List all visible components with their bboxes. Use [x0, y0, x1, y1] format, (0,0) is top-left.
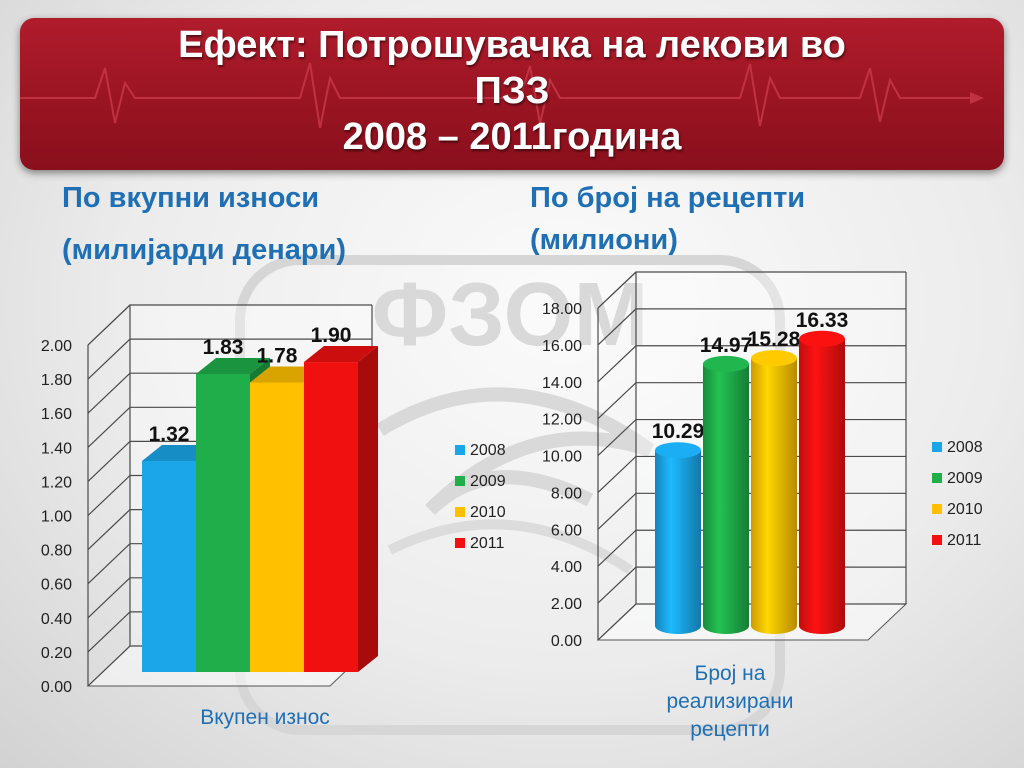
y-tick-label: 0.80 — [41, 543, 72, 560]
right-axis-title: Број на реализирани рецепти — [620, 660, 840, 744]
bar-2010 — [250, 382, 304, 672]
y-tick-label: 1.80 — [41, 372, 72, 389]
bar-top — [751, 350, 797, 367]
right-axis-title-line-2: реализирани — [666, 690, 794, 713]
legend-label: 2011 — [470, 535, 505, 552]
wall-edge — [597, 271, 637, 309]
data-label: 1.90 — [311, 324, 352, 347]
legend-swatch-2009 — [932, 473, 942, 483]
y-tick-label: 14.00 — [542, 375, 582, 392]
legend-swatch-2010 — [455, 507, 465, 517]
bar-top — [799, 330, 845, 347]
bar-top — [703, 355, 749, 372]
legend-swatch-2008 — [932, 442, 942, 452]
legend-swatch-2011 — [932, 535, 942, 545]
title-banner: Ефект: Потрошувачка на лекови во ПЗЗ 200… — [20, 18, 1004, 170]
y-tick-label: 0.60 — [41, 577, 72, 594]
legend-swatch-2010 — [932, 504, 942, 514]
bar-2009 — [196, 373, 250, 672]
y-tick-label: 0.00 — [41, 679, 72, 696]
y-tick-label: 1.20 — [41, 474, 72, 491]
legend-label: 2010 — [947, 501, 983, 518]
bar-2009 — [703, 363, 749, 634]
y-tick-label: 2.00 — [41, 338, 72, 355]
left-heading-line-2: (милијарди денари) — [62, 234, 347, 266]
y-tick-label: 4.00 — [551, 559, 582, 576]
legend-label: 2009 — [470, 473, 506, 490]
data-label: 1.78 — [257, 345, 298, 368]
y-tick-label: 1.60 — [41, 406, 72, 423]
legend-label: 2008 — [470, 442, 506, 459]
data-label: 1.83 — [203, 336, 244, 359]
data-label: 15.28 — [748, 328, 801, 351]
legend-label: 2008 — [947, 439, 983, 456]
y-tick-label: 0.00 — [551, 633, 582, 650]
data-label: 1.32 — [149, 423, 190, 446]
legend-label: 2011 — [947, 532, 982, 549]
y-tick-label: 0.20 — [41, 645, 72, 662]
bar-top — [655, 442, 701, 459]
bar-2011 — [799, 338, 845, 634]
legend-swatch-2008 — [455, 445, 465, 455]
chart-1: 0.00 0.20 0.40 0.60 0.80 1.00 1.20 1.40 1.60 1.80… — [41, 304, 506, 696]
data-label: 14.97 — [700, 334, 753, 357]
title-line-2: ПЗЗ — [474, 70, 550, 112]
legend-swatch-2009 — [455, 476, 465, 486]
legend-label: 2009 — [947, 470, 983, 487]
y-tick-label: 12.00 — [542, 412, 582, 429]
bar-2010 — [751, 358, 797, 634]
heartbeat-line-icon — [20, 62, 984, 129]
title-line-1: Ефект: Потрошувачка на лекови во — [178, 24, 846, 66]
y-tick-label: 10.00 — [542, 449, 582, 466]
y-tick-label: 16.00 — [542, 338, 582, 355]
bar-top — [196, 357, 270, 374]
left-axis-title: Вкупен износ — [200, 706, 330, 729]
y-tick-label: 1.40 — [41, 440, 72, 457]
y-tick-label: 6.00 — [551, 522, 582, 539]
y-tick-label: 2.00 — [551, 596, 582, 613]
data-label: 10.29 — [652, 420, 705, 443]
bar-2008 — [655, 450, 701, 634]
wall-edge — [87, 304, 131, 346]
y-tick-label: 18.00 — [542, 301, 582, 318]
bar-2011 — [304, 362, 358, 672]
y-tick-label: 0.40 — [41, 611, 72, 628]
title-line-3: 2008 – 2011година — [342, 116, 682, 158]
page-title: Ефект: Потрошувачка на лекови во ПЗЗ 200… — [20, 22, 1004, 160]
right-heading-line-2: (милиони) — [530, 224, 678, 256]
left-heading-line-1: По вкупни износи — [62, 182, 320, 214]
bar-top — [304, 346, 378, 363]
legend-label: 2010 — [470, 504, 506, 521]
legend-swatch-2011 — [455, 538, 465, 548]
data-label: 16.33 — [796, 309, 849, 332]
y-tick-label: 8.00 — [551, 485, 582, 502]
chart-2: 0.00 2.00 4.00 6.00 8.00 10.00 12.00 14.00 16.00… — [542, 271, 983, 650]
bar-side — [358, 346, 378, 672]
y-tick-label: 1.00 — [41, 509, 72, 526]
bar-2008 — [142, 460, 196, 672]
right-axis-title-line-1: Број на — [694, 662, 766, 685]
right-axis-title-line-3: рецепти — [690, 718, 770, 741]
right-heading-line-1: По број на рецепти — [530, 182, 806, 214]
